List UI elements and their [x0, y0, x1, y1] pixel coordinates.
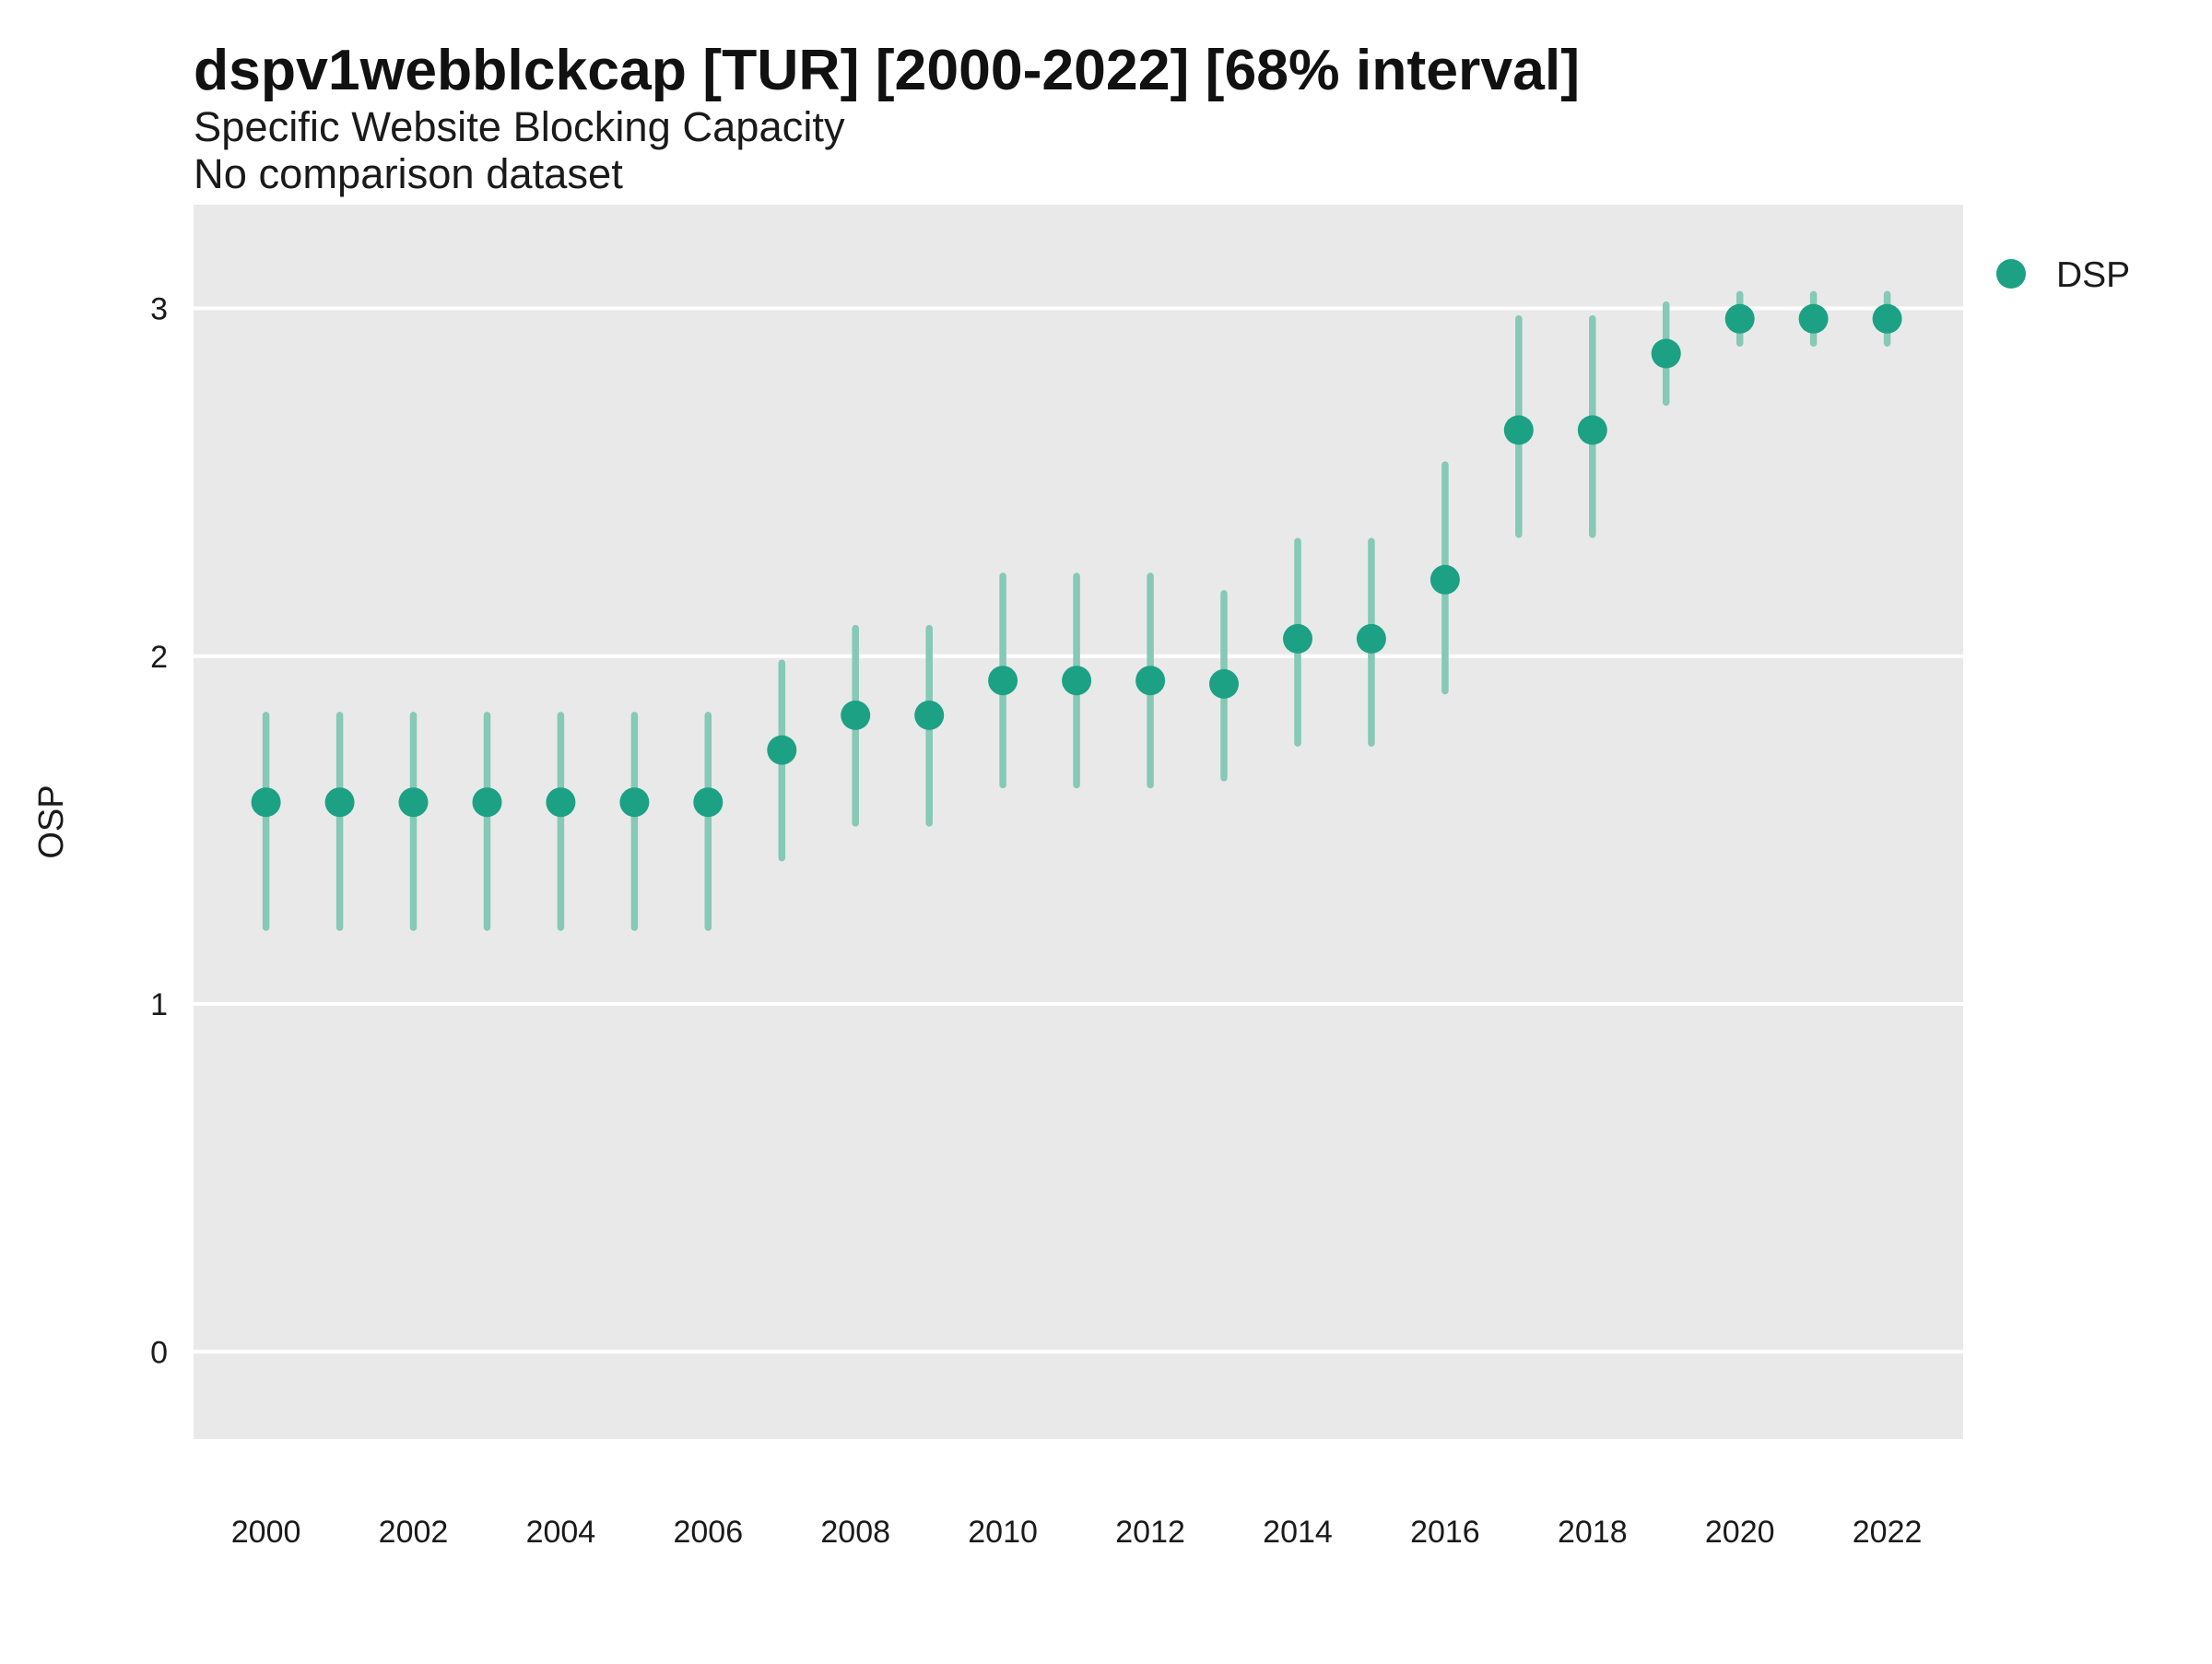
svg-text:2014: 2014: [1263, 1515, 1333, 1550]
svg-text:2002: 2002: [379, 1515, 449, 1550]
svg-text:2022: 2022: [1853, 1515, 1923, 1550]
svg-text:OSP: OSP: [32, 785, 71, 858]
svg-text:dspv1webblckcap [TUR] [2000-20: dspv1webblckcap [TUR] [2000-2022] [68% i…: [194, 38, 1580, 102]
svg-text:2020: 2020: [1705, 1515, 1775, 1550]
svg-text:0: 0: [150, 1335, 168, 1370]
svg-text:2018: 2018: [1558, 1515, 1628, 1550]
svg-text:2006: 2006: [673, 1515, 743, 1550]
svg-text:Specific Website Blocking Capa: Specific Website Blocking Capacity: [194, 103, 845, 150]
svg-text:2: 2: [150, 640, 168, 675]
svg-text:2010: 2010: [968, 1515, 1038, 1550]
svg-text:3: 3: [150, 292, 168, 327]
svg-text:No comparison dataset: No comparison dataset: [194, 150, 623, 197]
svg-text:2012: 2012: [1115, 1515, 1185, 1550]
svg-text:2004: 2004: [526, 1515, 596, 1550]
svg-text:2000: 2000: [231, 1515, 301, 1550]
svg-text:1: 1: [150, 987, 168, 1022]
svg-text:2008: 2008: [820, 1515, 890, 1550]
svg-text:DSP: DSP: [2056, 255, 2130, 295]
svg-text:2016: 2016: [1410, 1515, 1480, 1550]
